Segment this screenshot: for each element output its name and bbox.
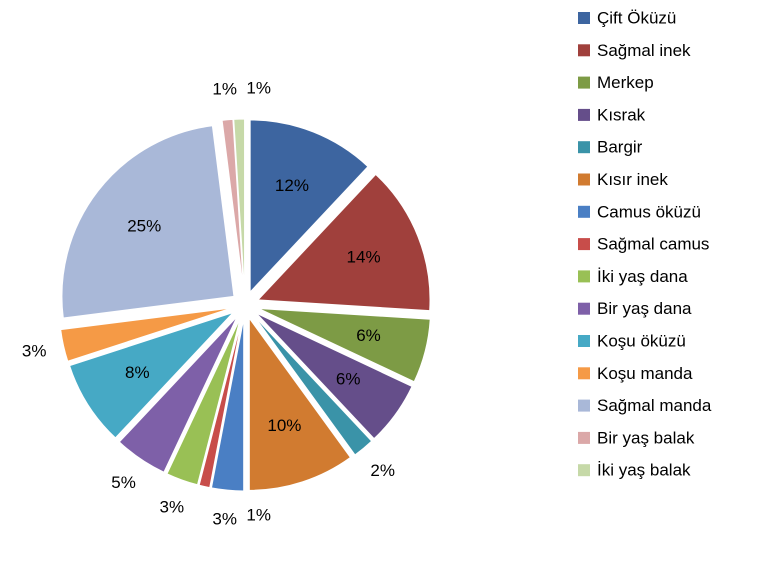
legend-swatch bbox=[578, 367, 590, 380]
data-label: 8% bbox=[125, 363, 150, 382]
pie-slice bbox=[198, 318, 243, 489]
legend-label: Koşu öküzü bbox=[597, 331, 686, 350]
legend-label: Merkep bbox=[597, 73, 654, 92]
legend-label: İki yaş dana bbox=[597, 267, 688, 286]
pie-slice bbox=[118, 316, 238, 473]
data-label: 6% bbox=[336, 369, 361, 388]
legend-swatch bbox=[578, 141, 590, 154]
legend-label: Bir yaş balak bbox=[597, 428, 695, 447]
pie-slice bbox=[258, 307, 431, 383]
data-label: 1% bbox=[212, 79, 237, 98]
legend-swatch bbox=[578, 44, 590, 57]
legend-label: Kısır inek bbox=[597, 170, 668, 189]
legend-label: Camus öküzü bbox=[597, 202, 701, 221]
legend-label: Kısrak bbox=[597, 105, 646, 124]
pie-slice bbox=[255, 312, 413, 440]
pie-slice bbox=[61, 125, 235, 319]
pie-slice bbox=[68, 312, 234, 439]
pie-slice bbox=[248, 316, 352, 491]
legend-swatch bbox=[578, 238, 590, 251]
data-label: 25% bbox=[127, 216, 161, 235]
legend-swatch bbox=[578, 302, 590, 315]
legend-swatch bbox=[578, 12, 590, 24]
pie-slice bbox=[210, 318, 245, 492]
data-label: 3% bbox=[22, 342, 47, 361]
pie-slice bbox=[60, 307, 232, 362]
pie-slice bbox=[249, 119, 369, 294]
legend-swatch bbox=[578, 205, 590, 218]
pie-slice bbox=[166, 317, 241, 486]
legend-label: İki yaş balak bbox=[597, 461, 691, 480]
legend-label: Çift Öküzü bbox=[597, 8, 676, 27]
legend-swatch bbox=[578, 399, 590, 412]
data-label: 1% bbox=[246, 79, 271, 98]
legend-label: Bargir bbox=[597, 138, 643, 157]
legend-swatch bbox=[578, 173, 590, 186]
data-label: 10% bbox=[267, 416, 301, 435]
pie-slice bbox=[253, 315, 373, 456]
legend-label: Sağmal inek bbox=[597, 41, 691, 60]
data-label: 3% bbox=[160, 498, 185, 517]
pie-slice bbox=[221, 118, 245, 292]
legend-swatch bbox=[578, 270, 590, 283]
data-label: 1% bbox=[246, 505, 271, 524]
data-label: 2% bbox=[370, 461, 395, 480]
legend-swatch bbox=[578, 108, 590, 121]
legend-label: Sağmal manda bbox=[597, 396, 712, 415]
data-label: 3% bbox=[212, 510, 237, 529]
legend-swatch bbox=[578, 335, 590, 347]
legend-label: Bir yaş dana bbox=[597, 299, 692, 318]
legend-swatch bbox=[578, 431, 590, 444]
legend-label: Sağmal camus bbox=[597, 235, 709, 254]
legend-swatch bbox=[578, 76, 590, 89]
legend-label: Koşu manda bbox=[597, 364, 693, 383]
data-label: 5% bbox=[111, 473, 136, 492]
data-label: 6% bbox=[356, 326, 381, 345]
legend-swatch bbox=[578, 464, 590, 477]
data-label: 12% bbox=[275, 176, 309, 195]
data-label: 14% bbox=[347, 248, 381, 267]
pie-slice bbox=[256, 173, 431, 312]
pie-slice bbox=[233, 118, 246, 292]
